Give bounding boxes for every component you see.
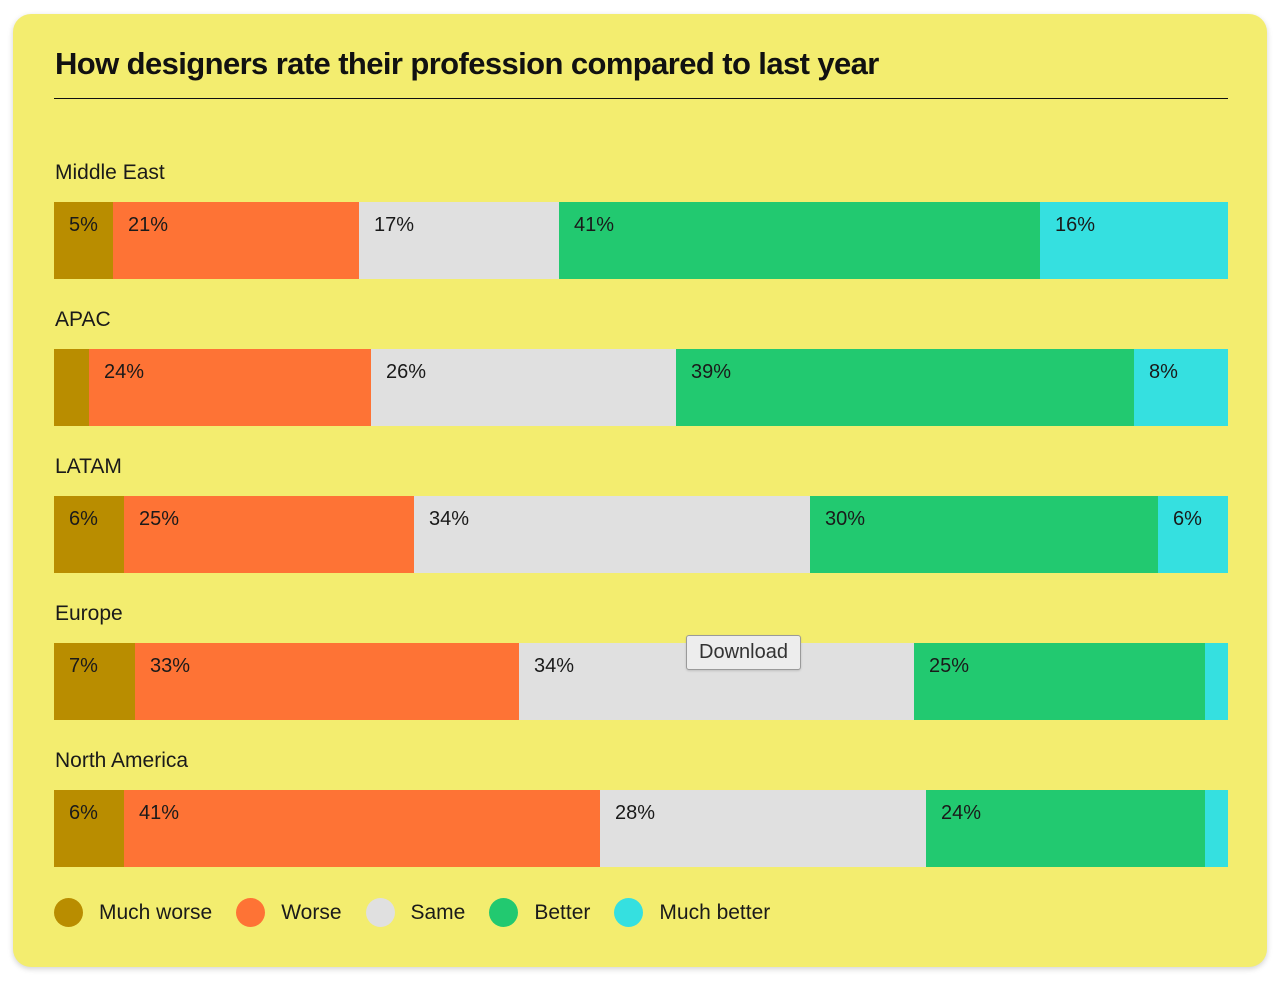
stacked-bar-latam[interactable]: 6% 25% 34% 30% 6% bbox=[54, 496, 1228, 573]
bar-segment-much-worse[interactable] bbox=[54, 349, 89, 426]
bar-segment-much-better[interactable] bbox=[1205, 790, 1228, 867]
legend-swatch bbox=[54, 898, 83, 927]
bar-segment-worse[interactable]: 21% bbox=[113, 202, 359, 279]
legend-item-much-worse[interactable]: Much worse bbox=[54, 898, 212, 927]
chart-title: How designers rate their profession comp… bbox=[55, 46, 879, 81]
data-label: 21% bbox=[128, 214, 169, 236]
data-label: 34% bbox=[534, 655, 575, 677]
data-label: 17% bbox=[374, 214, 415, 236]
legend-item-worse[interactable]: Worse bbox=[236, 898, 342, 927]
data-label: 6% bbox=[1173, 508, 1202, 530]
bar-segment-better[interactable]: 39% bbox=[676, 349, 1134, 426]
bar-segment-much-better[interactable]: 6% bbox=[1158, 496, 1228, 573]
bar-segment-better[interactable]: 41% bbox=[559, 202, 1040, 279]
data-label: 5% bbox=[69, 214, 98, 236]
stacked-bar-europe[interactable]: 7% 33% 34% 25% bbox=[54, 643, 1228, 720]
legend-item-better[interactable]: Better bbox=[489, 898, 590, 927]
legend-swatch bbox=[614, 898, 644, 927]
data-label: 28% bbox=[615, 802, 656, 824]
legend-label: Better bbox=[534, 900, 591, 924]
category-label-europe: Europe bbox=[55, 602, 123, 625]
bar-segment-same[interactable]: 26% bbox=[371, 349, 676, 426]
data-label: 6% bbox=[69, 802, 98, 824]
data-label: 30% bbox=[825, 508, 866, 530]
bar-segment-same[interactable]: 17% bbox=[359, 202, 559, 279]
bar-segment-same[interactable]: 28% bbox=[600, 790, 926, 867]
data-label: 24% bbox=[941, 802, 982, 824]
data-label: 39% bbox=[691, 361, 732, 383]
data-label: 33% bbox=[150, 655, 191, 677]
bar-segment-much-worse[interactable]: 6% bbox=[54, 790, 124, 867]
legend: Much worse Worse Same Better Much better bbox=[54, 898, 794, 927]
data-label: 41% bbox=[139, 802, 180, 824]
legend-swatch bbox=[236, 898, 266, 927]
bar-segment-worse[interactable]: 24% bbox=[89, 349, 371, 426]
stacked-bar-north-america[interactable]: 6% 41% 28% 24% bbox=[54, 790, 1228, 867]
bar-segment-same[interactable]: 34% bbox=[519, 643, 914, 720]
legend-label: Much better bbox=[659, 900, 771, 924]
data-label: 16% bbox=[1055, 214, 1096, 236]
bar-segment-worse[interactable]: 41% bbox=[124, 790, 600, 867]
bar-segment-worse[interactable]: 25% bbox=[124, 496, 414, 573]
data-label: 7% bbox=[69, 655, 98, 677]
bar-segment-same[interactable]: 34% bbox=[414, 496, 810, 573]
data-label: 26% bbox=[386, 361, 427, 383]
download-tooltip[interactable]: Download bbox=[686, 635, 801, 670]
legend-item-same[interactable]: Same bbox=[365, 898, 466, 927]
category-label-apac: APAC bbox=[55, 308, 111, 331]
legend-label: Same bbox=[410, 900, 466, 924]
data-label: 24% bbox=[104, 361, 145, 383]
stacked-bar-middle-east[interactable]: 5% 21% 17% 41% 16% bbox=[54, 202, 1228, 279]
data-label: 25% bbox=[139, 508, 180, 530]
category-label-north-america: North America bbox=[55, 749, 189, 772]
data-label: 34% bbox=[429, 508, 470, 530]
data-label: 6% bbox=[69, 508, 98, 530]
bar-segment-much-worse[interactable]: 5% bbox=[54, 202, 113, 279]
bar-segment-much-better[interactable]: 16% bbox=[1040, 202, 1228, 279]
title-divider bbox=[54, 98, 1228, 99]
bar-segment-better[interactable]: 25% bbox=[914, 643, 1205, 720]
bar-segment-better[interactable]: 24% bbox=[926, 790, 1205, 867]
legend-item-much-better[interactable]: Much better bbox=[614, 898, 770, 927]
data-label: 25% bbox=[929, 655, 970, 677]
bar-segment-much-better[interactable]: 8% bbox=[1134, 349, 1228, 426]
chart-card: How designers rate their profession comp… bbox=[13, 14, 1267, 967]
bar-segment-much-better[interactable] bbox=[1205, 643, 1228, 720]
category-label-middle-east: Middle East bbox=[55, 161, 165, 184]
legend-label: Worse bbox=[281, 900, 342, 924]
stacked-bar-apac[interactable]: 24% 26% 39% 8% bbox=[54, 349, 1228, 426]
bar-segment-better[interactable]: 30% bbox=[810, 496, 1158, 573]
category-label-latam: LATAM bbox=[55, 455, 122, 478]
data-label: 8% bbox=[1149, 361, 1178, 383]
bar-segment-much-worse[interactable]: 6% bbox=[54, 496, 124, 573]
legend-swatch bbox=[489, 898, 519, 927]
bar-segment-worse[interactable]: 33% bbox=[135, 643, 519, 720]
data-label: 41% bbox=[574, 214, 615, 236]
legend-swatch bbox=[365, 898, 395, 927]
bar-segment-much-worse[interactable]: 7% bbox=[54, 643, 135, 720]
legend-label: Much worse bbox=[99, 900, 213, 924]
